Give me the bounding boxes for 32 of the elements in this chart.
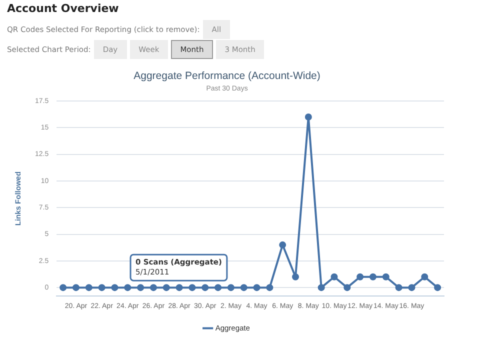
point — [304, 113, 312, 120]
point — [240, 284, 248, 292]
point — [344, 284, 351, 292]
point — [188, 284, 196, 292]
point — [176, 284, 183, 292]
point — [137, 284, 144, 292]
chart-title: Aggregate Performance (Account-Wide) — [134, 70, 320, 82]
point — [292, 273, 300, 280]
text: Account Overview — [7, 2, 119, 15]
point — [434, 284, 442, 292]
point — [421, 273, 428, 280]
point — [214, 284, 222, 292]
point — [72, 284, 80, 292]
point — [369, 273, 376, 280]
point — [382, 273, 390, 280]
point — [253, 284, 260, 292]
point — [356, 273, 364, 280]
point — [150, 284, 157, 292]
point — [266, 284, 274, 292]
point — [202, 284, 209, 292]
point — [279, 241, 286, 248]
point — [98, 284, 106, 292]
point — [318, 284, 325, 292]
point — [162, 284, 170, 292]
point — [85, 284, 92, 292]
point — [124, 284, 132, 292]
point — [395, 284, 402, 292]
point — [111, 284, 118, 292]
point — [227, 284, 234, 292]
point — [408, 284, 416, 292]
point — [60, 284, 67, 292]
point — [330, 273, 338, 280]
